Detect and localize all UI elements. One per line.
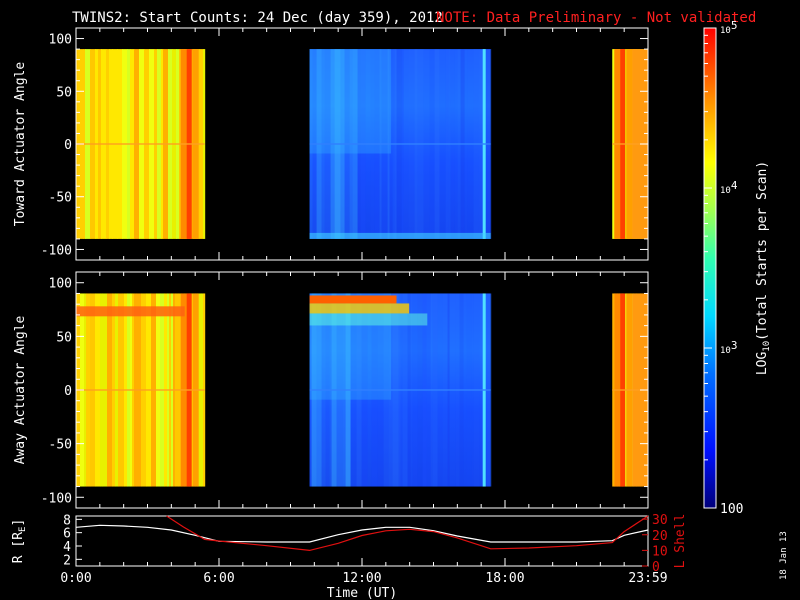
away-axis: 100 50 0 -50 -100 bbox=[41, 272, 649, 508]
y-tick-label: -50 bbox=[49, 438, 72, 453]
colorbar-gradient bbox=[703, 27, 717, 509]
colorbar-label: LOG10(Total Starts per Scan) bbox=[755, 161, 772, 375]
away-y-axis-label: Away Actuator Angle bbox=[13, 315, 28, 464]
lshell-axis-label: L Shell bbox=[673, 514, 688, 569]
x-tick-label: 18:00 bbox=[485, 571, 524, 586]
x-tick-label: 12:00 bbox=[342, 571, 381, 586]
y-tick-label: 100 bbox=[49, 277, 72, 292]
x-tick-label: 6:00 bbox=[203, 571, 234, 586]
chart-title: TWINS2: Start Counts: 24 Dec (day 359), … bbox=[72, 10, 443, 26]
radius-tick-label: 8 bbox=[63, 513, 71, 528]
data-band bbox=[309, 303, 410, 314]
y-tick-label: 0 bbox=[64, 384, 72, 399]
x-tick-label: 23:59 bbox=[628, 571, 667, 586]
data-band bbox=[309, 295, 397, 304]
y-tick-label: 50 bbox=[56, 85, 72, 100]
colorbar-tick-label: 105 bbox=[720, 19, 737, 36]
colorbar-tick-label: 100 bbox=[720, 502, 743, 517]
data-segment bbox=[76, 49, 206, 239]
data-column bbox=[309, 49, 392, 154]
toward-y-axis-label: Toward Actuator Angle bbox=[13, 62, 28, 227]
radius-tick-label: 2 bbox=[63, 553, 71, 568]
y-tick-label: 50 bbox=[56, 330, 72, 345]
toward-panel: 100 50 0 -50 -100 Toward Actuator Angle bbox=[13, 27, 649, 261]
colorbar-ticks: 105 104 103 100 bbox=[704, 19, 743, 517]
y-tick-label: -100 bbox=[41, 491, 72, 506]
lshell-tick-label: 0 bbox=[652, 560, 660, 575]
orbit-lines bbox=[75, 515, 649, 552]
toward-heatmap bbox=[76, 49, 649, 239]
data-band bbox=[309, 313, 428, 326]
y-tick-label: -50 bbox=[49, 191, 72, 206]
colorbar: 105 104 103 100 LOG10(Total Starts per Scan… bbox=[703, 19, 772, 517]
x-tick-label: 0:00 bbox=[60, 571, 91, 586]
colorbar-tick-label: 103 bbox=[720, 339, 737, 356]
radius-axis-label: R [RE] bbox=[11, 519, 28, 564]
preliminary-note: NOTE: Data Preliminary - Not validated bbox=[436, 10, 756, 26]
toward-axis: 100 50 0 -50 -100 bbox=[41, 28, 649, 260]
x-axis-label: Time (UT) bbox=[327, 586, 397, 600]
colorbar-tick-label: 104 bbox=[720, 179, 738, 196]
away-heatmap bbox=[76, 293, 649, 487]
data-segment bbox=[309, 49, 492, 239]
y-tick-label: 100 bbox=[49, 33, 72, 48]
radius-tick-label: 6 bbox=[63, 527, 71, 542]
y-tick-label: 0 bbox=[64, 138, 72, 153]
radius-tick-label: 4 bbox=[63, 540, 71, 555]
y-tick-label: -100 bbox=[41, 243, 72, 258]
radius-line bbox=[75, 524, 649, 543]
away-panel: 100 50 0 -50 -100 Away Actuator Angle bbox=[13, 271, 649, 509]
date-stamp: 18 Jan 13 bbox=[779, 531, 789, 580]
data-band bbox=[309, 232, 491, 239]
data-band bbox=[76, 306, 185, 317]
lshell-tick-label: 10 bbox=[652, 544, 668, 559]
lshell-tick-label: 30 bbox=[652, 513, 668, 528]
lshell-line bbox=[166, 515, 649, 552]
data-segment bbox=[309, 293, 492, 487]
lshell-tick-label: 20 bbox=[652, 529, 668, 544]
data-segment bbox=[76, 293, 206, 487]
